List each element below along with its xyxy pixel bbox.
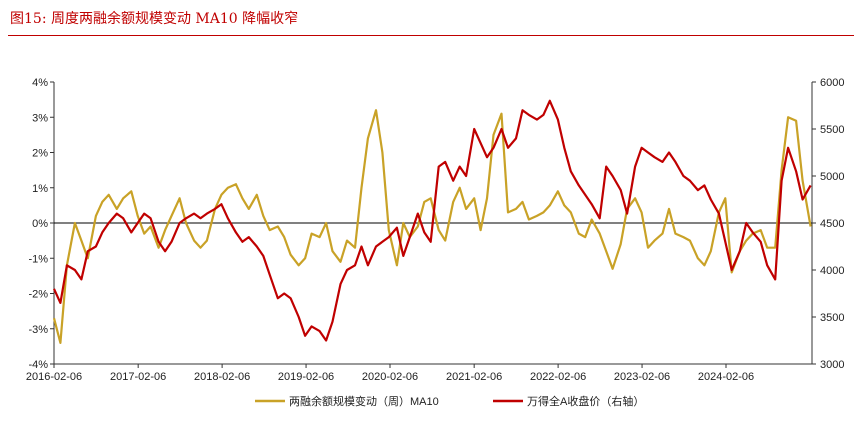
left-tick-label: 3% [32,112,48,124]
legend-label: 两融余额规模变动（周）MA10 [289,394,439,408]
right-tick-label: 4500 [820,218,844,230]
wind-a-index-series [52,99,812,342]
x-tick-label: 2020-02-06 [362,371,418,383]
legend: 两融余额规模变动（周）MA10 万得全A收盘价（右轴） [255,394,644,408]
legend-label: 万得全A收盘价（右轴） [527,394,644,408]
figure-title: 图15: 周度两融余额规模变动 MA10 降幅收窄 [10,8,298,28]
x-tick-label: 2022-02-06 [530,371,586,383]
left-tick-label: 2% [32,148,48,160]
left-tick-label: 1% [32,183,48,195]
right-tick-label: 3500 [820,312,844,324]
x-tick-label: 2021-02-06 [446,371,502,383]
left-tick-label: -1% [28,253,48,265]
left-tick-label: 0% [32,218,48,230]
right-tick-label: 4000 [820,265,844,277]
title-rule [8,35,854,36]
x-tick-label: 2024-02-06 [698,371,754,383]
left-tick-label: 4% [32,77,48,89]
figure-title-text: 周度两融余额规模变动 MA10 降幅收窄 [50,11,299,27]
figure-label: 图15: [10,11,47,27]
x-tick-label: 2018-02-06 [194,371,250,383]
right-tick-label: 5500 [820,124,844,136]
right-tick-label: 3000 [820,359,844,371]
x-tick-label: 2023-02-06 [614,371,670,383]
margin-change-series [52,109,812,344]
left-tick-label: -3% [28,324,48,336]
x-tick-label: 2017-02-06 [110,371,166,383]
series-layer [52,99,812,344]
left-tick-label: -2% [28,289,48,301]
axes-layer: 4% 3% 2% 1% 0% -1% -2% -3% -4% 6000 5500 5000 4500 40… [26,77,845,383]
x-tick-label: 2019-02-06 [278,371,334,383]
right-tick-label: 5000 [820,171,844,183]
right-tick-label: 6000 [820,77,844,89]
left-tick-label: -4% [28,359,48,371]
x-tick-label: 2016-02-06 [26,371,82,383]
